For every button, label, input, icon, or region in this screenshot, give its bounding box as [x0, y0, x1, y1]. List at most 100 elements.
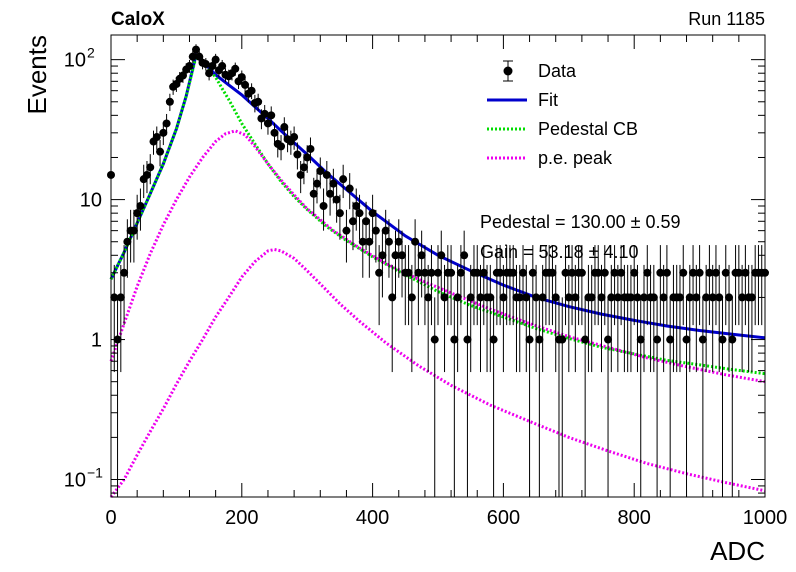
data-point: [420, 268, 429, 277]
data-point: [185, 62, 194, 71]
data-point: [649, 293, 658, 302]
data-point: [564, 293, 573, 302]
data-point: [522, 293, 531, 302]
annotation-gain: Gain = 53.18 ± 4.10: [480, 242, 639, 262]
x-tick-label: 800: [618, 507, 651, 529]
data-point: [597, 293, 606, 302]
data-point: [577, 268, 586, 277]
legend-marker-data: [503, 66, 513, 76]
data-point: [375, 268, 384, 277]
data-point: [613, 293, 622, 302]
header-right-label: Run 1185: [688, 9, 765, 29]
data-point: [381, 226, 390, 235]
data-point: [587, 293, 596, 302]
data-point: [260, 109, 269, 118]
data-point: [532, 293, 541, 302]
y-tick-label: 10: [64, 50, 86, 72]
data-point: [263, 119, 272, 128]
data-point: [528, 268, 537, 277]
data-point: [156, 147, 165, 156]
data-point: [398, 251, 407, 260]
data-point: [365, 237, 374, 246]
data-point: [571, 293, 580, 302]
data-point: [208, 62, 217, 71]
data-point: [211, 55, 220, 64]
x-tick-label: 0: [105, 507, 116, 529]
data-point: [568, 268, 577, 277]
data-point: [662, 268, 671, 277]
data-point: [417, 251, 426, 260]
data-point: [133, 209, 142, 218]
data-point: [116, 293, 125, 302]
y-tick-exponent: −1: [87, 465, 103, 481]
data-point: [728, 335, 737, 344]
legend-label-pedestal-cb: Pedestal CB: [538, 119, 638, 139]
data-point: [496, 268, 505, 277]
data-point: [558, 335, 567, 344]
data-point: [640, 293, 649, 302]
data-point: [600, 268, 609, 277]
data-point: [362, 217, 371, 226]
data-point: [711, 268, 720, 277]
data-point: [479, 268, 488, 277]
data-point: [499, 293, 508, 302]
data-point: [538, 293, 547, 302]
data-point: [594, 268, 603, 277]
data-point: [424, 293, 433, 302]
data-point: [463, 335, 472, 344]
x-tick-label: 200: [225, 507, 258, 529]
legend-label-data: Data: [538, 61, 577, 81]
data-point: [519, 268, 528, 277]
data-point: [604, 335, 613, 344]
data-point: [456, 268, 465, 277]
x-tick-label: 400: [356, 507, 389, 529]
data-point: [705, 268, 714, 277]
data-point: [267, 111, 276, 120]
data-point: [715, 293, 724, 302]
data-point: [201, 60, 210, 69]
data-point: [404, 268, 413, 277]
legend: Data Fit Pedestal CB p.e. peak: [487, 60, 638, 168]
data-point: [237, 73, 246, 82]
data-point: [666, 335, 675, 344]
data-point: [152, 133, 161, 142]
data-point: [241, 80, 250, 89]
data-point: [339, 175, 348, 184]
plot-frame: [110, 34, 766, 498]
data-point: [270, 128, 279, 137]
header-left-label: CaloX: [111, 9, 165, 30]
data-point: [607, 293, 616, 302]
data-point: [162, 119, 171, 128]
data-point: [414, 268, 423, 277]
data-point: [718, 335, 727, 344]
data-point: [299, 163, 308, 172]
curve-p-e-peak-3: [109, 129, 766, 384]
data-point: [659, 293, 668, 302]
data-point: [391, 251, 400, 260]
data-point: [159, 128, 168, 137]
annotation-pedestal: Pedestal = 130.00 ± 0.59: [480, 212, 681, 232]
data-point: [120, 268, 129, 277]
data-point: [466, 293, 475, 302]
data-point: [378, 251, 387, 260]
data-point: [345, 184, 354, 193]
data-point: [447, 268, 456, 277]
data-point: [247, 86, 256, 95]
data-point: [675, 293, 684, 302]
fit-curves: [109, 52, 766, 498]
data-point: [231, 64, 240, 73]
data-point: [205, 69, 214, 78]
data-point: [626, 293, 635, 302]
y-tick-label: 10: [80, 190, 102, 212]
curve-pedestal-cb-2: [109, 53, 766, 376]
data-point: [352, 202, 361, 211]
data-point: [388, 293, 397, 302]
data-point: [188, 52, 197, 61]
data-point: [280, 123, 289, 132]
data-point: [653, 335, 662, 344]
data-point: [708, 293, 717, 302]
data-point: [335, 209, 344, 218]
data-point: [254, 97, 263, 106]
data-point: [290, 133, 299, 142]
